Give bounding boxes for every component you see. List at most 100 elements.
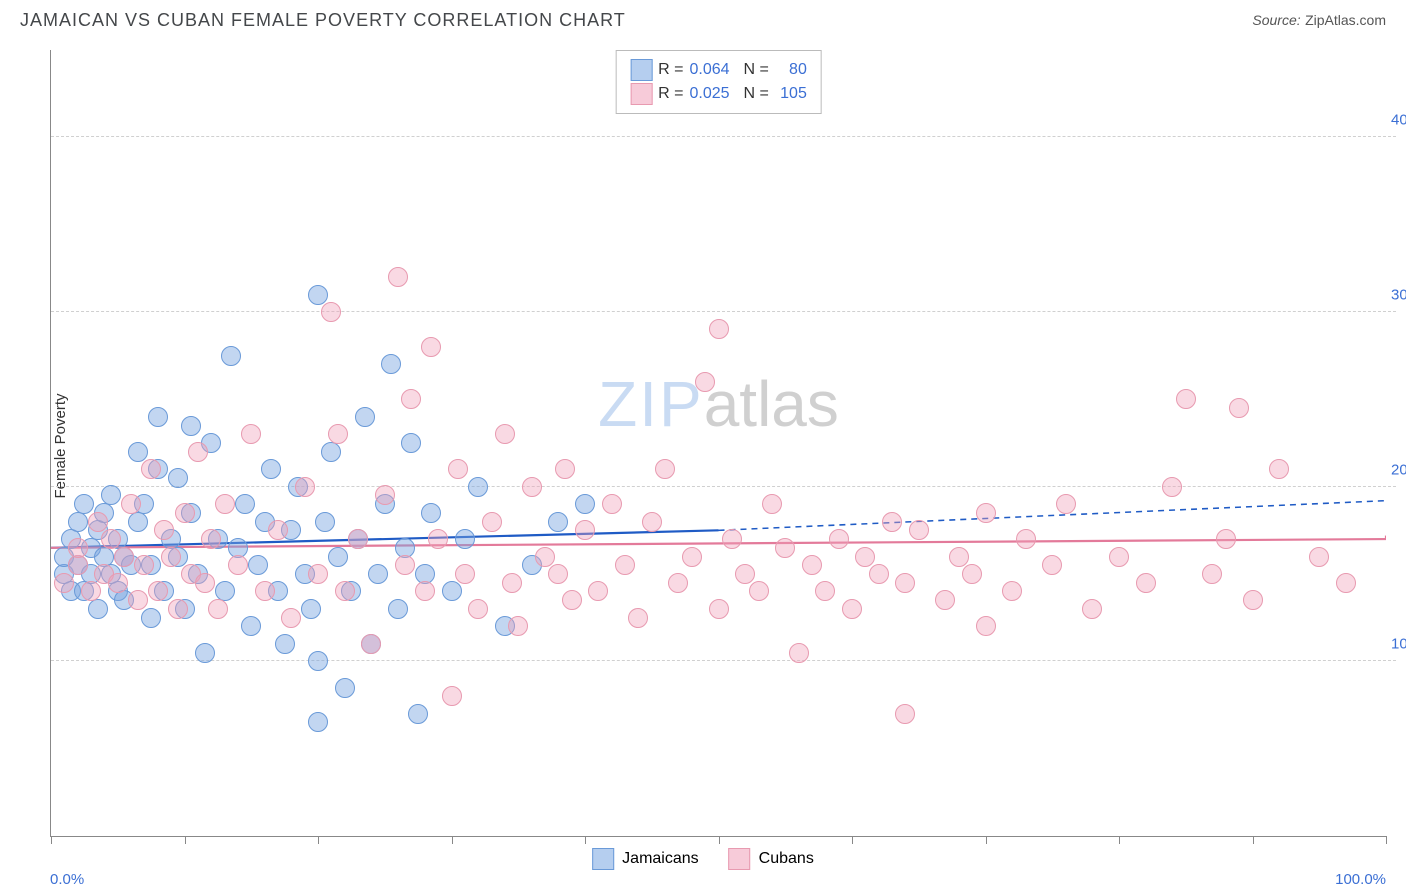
data-point-cubans xyxy=(508,616,528,636)
legend-item-jamaicans: Jamaicans xyxy=(592,848,698,870)
data-point-cubans xyxy=(442,686,462,706)
data-point-jamaicans xyxy=(321,442,341,462)
y-tick-label: 40.0% xyxy=(1391,112,1406,129)
data-point-cubans xyxy=(735,564,755,584)
r-value-cubans: 0.025 xyxy=(690,85,738,103)
data-point-cubans xyxy=(88,512,108,532)
data-point-cubans xyxy=(455,564,475,584)
data-point-cubans xyxy=(321,302,341,322)
data-point-jamaicans xyxy=(308,651,328,671)
data-point-cubans xyxy=(1136,573,1156,593)
data-point-jamaicans xyxy=(421,503,441,523)
data-point-cubans xyxy=(241,424,261,444)
data-point-cubans xyxy=(175,503,195,523)
data-point-cubans xyxy=(388,267,408,287)
x-tick xyxy=(1119,836,1120,844)
x-tick xyxy=(986,836,987,844)
data-point-cubans xyxy=(1309,547,1329,567)
data-point-cubans xyxy=(976,503,996,523)
swatch-blue-icon xyxy=(630,59,652,81)
data-point-jamaicans xyxy=(88,599,108,619)
data-point-jamaicans xyxy=(221,346,241,366)
data-point-jamaicans xyxy=(235,494,255,514)
data-point-cubans xyxy=(415,581,435,601)
data-point-cubans xyxy=(1216,529,1236,549)
grid-line xyxy=(51,136,1396,137)
data-point-cubans xyxy=(562,590,582,610)
x-tick xyxy=(318,836,319,844)
data-point-cubans xyxy=(815,581,835,601)
data-point-cubans xyxy=(421,337,441,357)
legend-label-cubans: Cubans xyxy=(759,850,814,868)
data-point-cubans xyxy=(361,634,381,654)
stat-row-jamaicans: R = 0.064 N = 80 xyxy=(630,59,807,81)
data-point-cubans xyxy=(128,590,148,610)
legend-item-cubans: Cubans xyxy=(729,848,814,870)
data-point-jamaicans xyxy=(248,555,268,575)
y-tick-label: 30.0% xyxy=(1391,287,1406,304)
data-point-cubans xyxy=(375,485,395,505)
r-label: R = xyxy=(658,85,683,103)
data-point-cubans xyxy=(68,555,88,575)
data-point-cubans xyxy=(1042,555,1062,575)
data-point-jamaicans xyxy=(68,512,88,532)
data-point-cubans xyxy=(1229,398,1249,418)
data-point-cubans xyxy=(154,520,174,540)
watermark-atlas: atlas xyxy=(704,368,839,440)
n-label: N = xyxy=(744,85,769,103)
data-point-cubans xyxy=(588,581,608,601)
data-point-cubans xyxy=(1243,590,1263,610)
data-point-cubans xyxy=(842,599,862,619)
x-tick xyxy=(1253,836,1254,844)
data-point-cubans xyxy=(395,555,415,575)
data-point-cubans xyxy=(789,643,809,663)
data-point-jamaicans xyxy=(548,512,568,532)
data-point-cubans xyxy=(1162,477,1182,497)
data-point-cubans xyxy=(168,599,188,619)
data-point-cubans xyxy=(502,573,522,593)
legend-label-jamaicans: Jamaicans xyxy=(622,850,698,868)
data-point-jamaicans xyxy=(128,442,148,462)
data-point-jamaicans xyxy=(388,599,408,619)
x-tick xyxy=(185,836,186,844)
y-tick-label: 10.0% xyxy=(1391,636,1406,653)
data-point-cubans xyxy=(348,529,368,549)
data-point-cubans xyxy=(535,547,555,567)
data-point-jamaicans xyxy=(308,285,328,305)
data-point-cubans xyxy=(668,573,688,593)
data-point-jamaicans xyxy=(401,433,421,453)
grid-line xyxy=(51,486,1396,487)
data-point-cubans xyxy=(1109,547,1129,567)
data-point-cubans xyxy=(328,424,348,444)
data-point-cubans xyxy=(448,459,468,479)
data-point-cubans xyxy=(495,424,515,444)
data-point-jamaicans xyxy=(328,547,348,567)
data-point-jamaicans xyxy=(408,704,428,724)
data-point-cubans xyxy=(268,520,288,540)
data-point-cubans xyxy=(909,520,929,540)
data-point-cubans xyxy=(161,547,181,567)
n-value-cubans: 105 xyxy=(775,85,807,103)
data-point-cubans xyxy=(869,564,889,584)
swatch-pink-icon xyxy=(729,848,751,870)
data-point-jamaicans xyxy=(241,616,261,636)
data-point-cubans xyxy=(775,538,795,558)
chart-title: JAMAICAN VS CUBAN FEMALE POVERTY CORRELA… xyxy=(20,10,626,31)
data-point-cubans xyxy=(1016,529,1036,549)
data-point-cubans xyxy=(121,494,141,514)
data-point-cubans xyxy=(682,547,702,567)
data-point-jamaicans xyxy=(275,634,295,654)
data-point-cubans xyxy=(749,581,769,601)
data-point-cubans xyxy=(642,512,662,532)
data-point-jamaicans xyxy=(74,494,94,514)
data-point-cubans xyxy=(308,564,328,584)
data-point-cubans xyxy=(695,372,715,392)
data-point-cubans xyxy=(762,494,782,514)
data-point-cubans xyxy=(722,529,742,549)
data-point-jamaicans xyxy=(468,477,488,497)
n-value-jamaicans: 80 xyxy=(775,61,807,79)
x-max-label: 100.0% xyxy=(1335,871,1386,888)
x-tick xyxy=(852,836,853,844)
r-label: R = xyxy=(658,61,683,79)
data-point-cubans xyxy=(428,529,448,549)
